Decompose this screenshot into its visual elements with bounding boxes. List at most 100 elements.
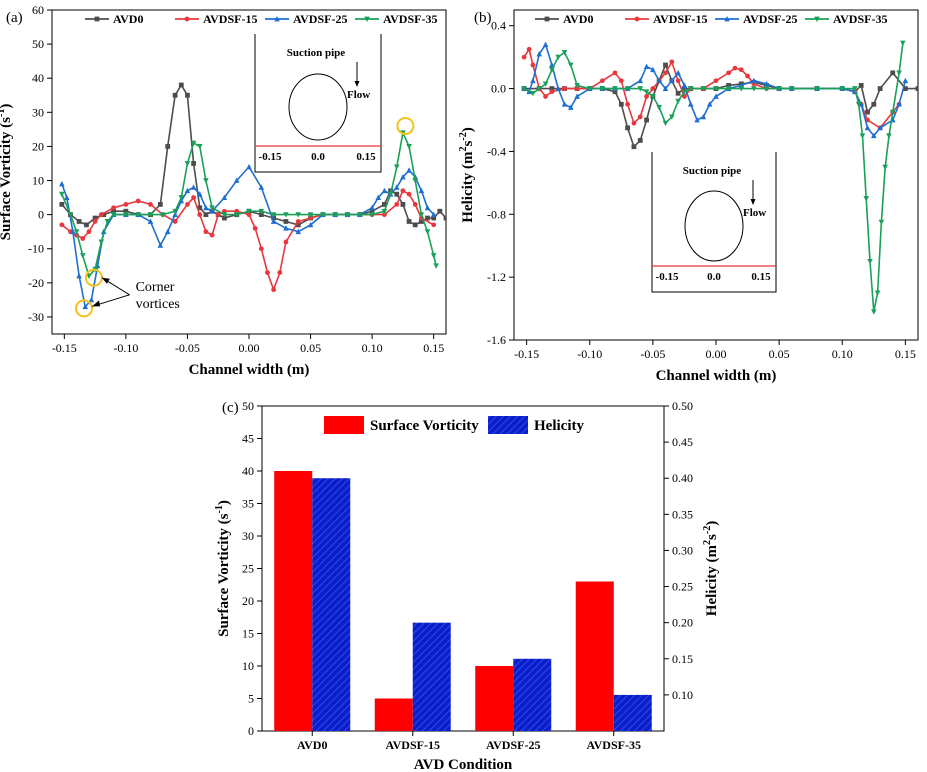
chart-b-point-AVDSF-15-1 <box>526 46 532 52</box>
chart-a-legend-label-AVDSF-35: AVDSF-35 <box>383 12 437 26</box>
chart-b-point-AVDSF-35-14 <box>643 89 650 95</box>
chart-b-point-AVDSF-25-39 <box>877 124 883 131</box>
chart-b-point-AVDSF-15-12 <box>625 101 631 107</box>
chart-a-point-AVDSF-15-25 <box>271 287 277 293</box>
chart-a-annotation-arrowhead-2 <box>101 277 110 284</box>
chart-b-point-AVDSF-35-32 <box>852 86 858 92</box>
chart-a-point-AVD0-40 <box>425 215 430 221</box>
chart-a-point-AVDSF-35-6 <box>98 239 105 245</box>
chart-a-point-AVDSF-15-5 <box>92 219 98 224</box>
chart-a-point-AVDSF-35-42 <box>433 263 439 269</box>
chart-b-point-AVDSF-35-31 <box>839 86 846 92</box>
chart-b-point-AVDSF-25-8 <box>568 104 574 110</box>
chart-c-ytick-label-7: 35 <box>242 497 254 511</box>
chart-c-legend-swatch-helicity <box>488 416 528 434</box>
chart-a-point-AVDSF-35-21 <box>233 212 240 218</box>
chart-b-point-AVDSF-25-37 <box>864 124 871 131</box>
chart-a-point-AVDSF-35-3 <box>79 253 86 259</box>
chart-c-bar-helicity-AVDSF-15 <box>412 622 451 731</box>
chart-b-point-AVD0-32 <box>865 109 870 115</box>
chart-a-point-AVDSF-35-35 <box>393 164 400 170</box>
chart-b-point-AVDSF-35-22 <box>700 86 707 92</box>
chart-b-legend-label-AVDSF-35: AVDSF-35 <box>833 12 887 26</box>
chart-b-point-AVDSF-35-10 <box>599 86 606 92</box>
chart-a-point-AVDSF-15-0 <box>59 222 65 228</box>
chart-b-point-AVDSF-15-9 <box>599 78 605 84</box>
chart-a-point-AVDSF-35-37 <box>406 144 412 150</box>
chart-a-point-AVD0-32 <box>369 208 375 214</box>
chart-a-inset-tick-2: 0.15 <box>356 151 376 163</box>
chart-a-point-AVDSF-35-30 <box>344 212 351 218</box>
chart-b-point-AVDSF-25-29 <box>751 77 757 84</box>
chart-a-point-AVD0-5 <box>101 212 107 218</box>
chart-b-inset-tick-2: 0.15 <box>751 271 771 283</box>
chart-b-point-AVDSF-35-40 <box>882 164 888 171</box>
chart-a-point-AVD0-12 <box>172 92 178 98</box>
chart-a-point-AVDSF-15-10 <box>148 202 153 207</box>
chart-a-point-AVDSF-35-38 <box>412 178 419 184</box>
chart-c-xtick-label-2: AVDSF-25 <box>486 738 540 752</box>
chart-b-point-AVDSF-15-21 <box>682 94 687 99</box>
panel-c-bar-chart: 0 5 10 15 20 25 30 35 40 45 50 0.10 0.15 0.20 0.25 0.30… <box>214 399 720 772</box>
chart-a-ylabel: Surface Vorticity (s-1) <box>0 104 14 241</box>
chart-b-xtick-label-4: 0.05 <box>769 347 790 361</box>
chart-b-point-AVDSF-15-10 <box>612 70 618 76</box>
chart-a-point-AVDSF-15-6 <box>98 212 104 218</box>
chart-a-point-AVD0-17 <box>203 212 209 218</box>
chart-a-point-AVDSF-35-22 <box>246 208 252 215</box>
chart-b-point-AVDSF-35-36 <box>867 259 873 265</box>
chart-c-ytick-label-3: 15 <box>242 627 254 641</box>
chart-b-point-AVDSF-35-2 <box>536 86 543 92</box>
chart-b-point-AVDSF-35-18 <box>669 114 675 120</box>
chart-a-point-AVDSF-35-25 <box>283 212 289 218</box>
chart-a-point-AVDSF-35-11 <box>147 212 154 218</box>
chart-a-point-AVD0-10 <box>157 202 163 207</box>
chart-a-ytick-label-1: -20 <box>28 276 44 290</box>
chart-a-point-AVDSF-15-7 <box>111 205 116 211</box>
chart-a-point-AVD0-7 <box>123 208 129 214</box>
chart-a-point-AVD0-26 <box>295 222 301 228</box>
chart-c-ytick-label-10: 50 <box>242 399 254 413</box>
chart-b-point-AVD0-31 <box>858 83 864 88</box>
chart-a-point-AVDSF-35-18 <box>203 178 209 184</box>
chart-a-xtick-label-2: -0.05 <box>175 341 200 355</box>
chart-c-legend-label-vorticity: Surface Vorticity <box>370 418 479 434</box>
chart-a-inset-tick-0: -0.15 <box>259 151 282 163</box>
chart-b-point-AVDSF-35-33 <box>855 101 862 108</box>
chart-a-point-AVDSF-25-23 <box>246 163 252 170</box>
chart-b-point-AVDSF-25-9 <box>574 93 580 99</box>
chart-a-highlight-peak <box>396 116 415 135</box>
chart-a-xtick-label-3: 0.00 <box>239 341 260 355</box>
chart-b-inset-tick-0: -0.15 <box>656 271 679 283</box>
chart-b-point-AVDSF-25-41 <box>896 101 902 107</box>
chart-a-series-AVDSF-25 <box>59 163 437 310</box>
chart-b-point-AVDSF-15-6 <box>562 86 567 91</box>
chart-a-point-AVD0-15 <box>191 161 196 166</box>
chart-b-point-AVDSF-15-25 <box>726 70 732 76</box>
chart-a-series-line-AVD0 <box>61 83 446 226</box>
chart-b-point-AVDSF-35-15 <box>650 94 656 100</box>
chart-b-xtick-label-0: -0.15 <box>514 347 539 361</box>
chart-a-point-AVD0-0 <box>59 202 65 207</box>
chart-b-point-AVDSF-25-21 <box>681 82 688 88</box>
chart-a-point-AVDSF-35-7 <box>104 219 111 225</box>
chart-a-point-AVDSF-35-19 <box>209 205 215 211</box>
chart-b-inset-label: Suction pipe <box>683 165 741 177</box>
chart-a-point-AVDSF-25-39 <box>406 167 412 173</box>
chart-a-point-AVDSF-25-14 <box>172 211 178 218</box>
chart-b-point-AVDSF-35-35 <box>863 196 870 202</box>
chart-b-point-AVDSF-35-7 <box>568 62 574 68</box>
chart-b-point-AVDSF-25-24 <box>700 113 707 120</box>
chart-b-inset-flow-arrowhead <box>750 199 756 205</box>
chart-c-ytick-label-9: 45 <box>242 432 254 446</box>
chart-a-xlabel: Channel width (m) <box>189 362 310 378</box>
chart-b-xtick-label-3: 0.00 <box>706 347 727 361</box>
chart-a-point-AVDSF-15-35 <box>382 212 387 218</box>
chart-b-point-AVD0-36 <box>902 86 908 91</box>
chart-b-point-AVDSF-35-20 <box>681 89 688 95</box>
chart-a-point-AVD0-25 <box>283 219 289 224</box>
chart-a-point-AVDSF-35-28 <box>320 212 326 218</box>
chart-c-bar-vorticity-AVDSF-25 <box>475 666 514 731</box>
chart-a-xtick-label-4: 0.05 <box>300 341 321 355</box>
chart-a-point-AVD0-20 <box>221 215 227 221</box>
